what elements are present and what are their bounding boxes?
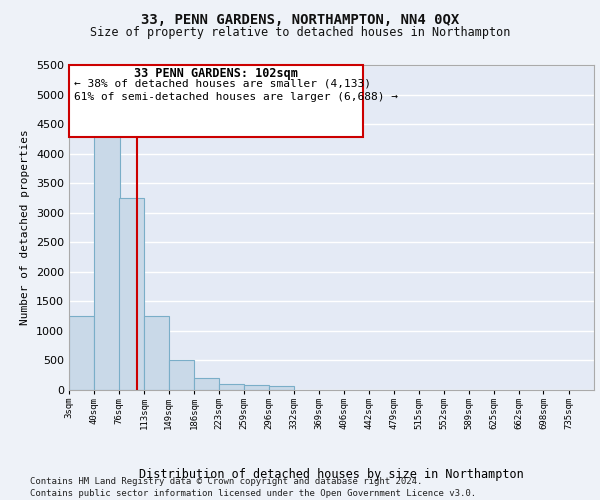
- Text: Contains public sector information licensed under the Open Government Licence v3: Contains public sector information licen…: [30, 489, 476, 498]
- Text: Contains HM Land Registry data © Crown copyright and database right 2024.: Contains HM Land Registry data © Crown c…: [30, 478, 422, 486]
- Y-axis label: Number of detached properties: Number of detached properties: [20, 130, 31, 326]
- Text: 33 PENN GARDENS: 102sqm: 33 PENN GARDENS: 102sqm: [134, 66, 298, 80]
- FancyBboxPatch shape: [69, 65, 363, 136]
- Text: 33, PENN GARDENS, NORTHAMPTON, NN4 0QX: 33, PENN GARDENS, NORTHAMPTON, NN4 0QX: [141, 12, 459, 26]
- Text: Size of property relative to detached houses in Northampton: Size of property relative to detached ho…: [90, 26, 510, 39]
- Bar: [119, 198, 144, 390]
- Bar: [144, 316, 169, 390]
- Text: 61% of semi-detached houses are larger (6,688) →: 61% of semi-detached houses are larger (…: [74, 92, 398, 102]
- Bar: [94, 136, 119, 390]
- Bar: [244, 386, 269, 390]
- Bar: [69, 316, 94, 390]
- Text: ← 38% of detached houses are smaller (4,133): ← 38% of detached houses are smaller (4,…: [74, 78, 371, 88]
- X-axis label: Distribution of detached houses by size in Northampton: Distribution of detached houses by size …: [139, 468, 524, 481]
- Bar: [169, 360, 194, 390]
- Bar: [194, 378, 219, 390]
- Bar: [219, 384, 244, 390]
- Bar: [269, 386, 294, 390]
